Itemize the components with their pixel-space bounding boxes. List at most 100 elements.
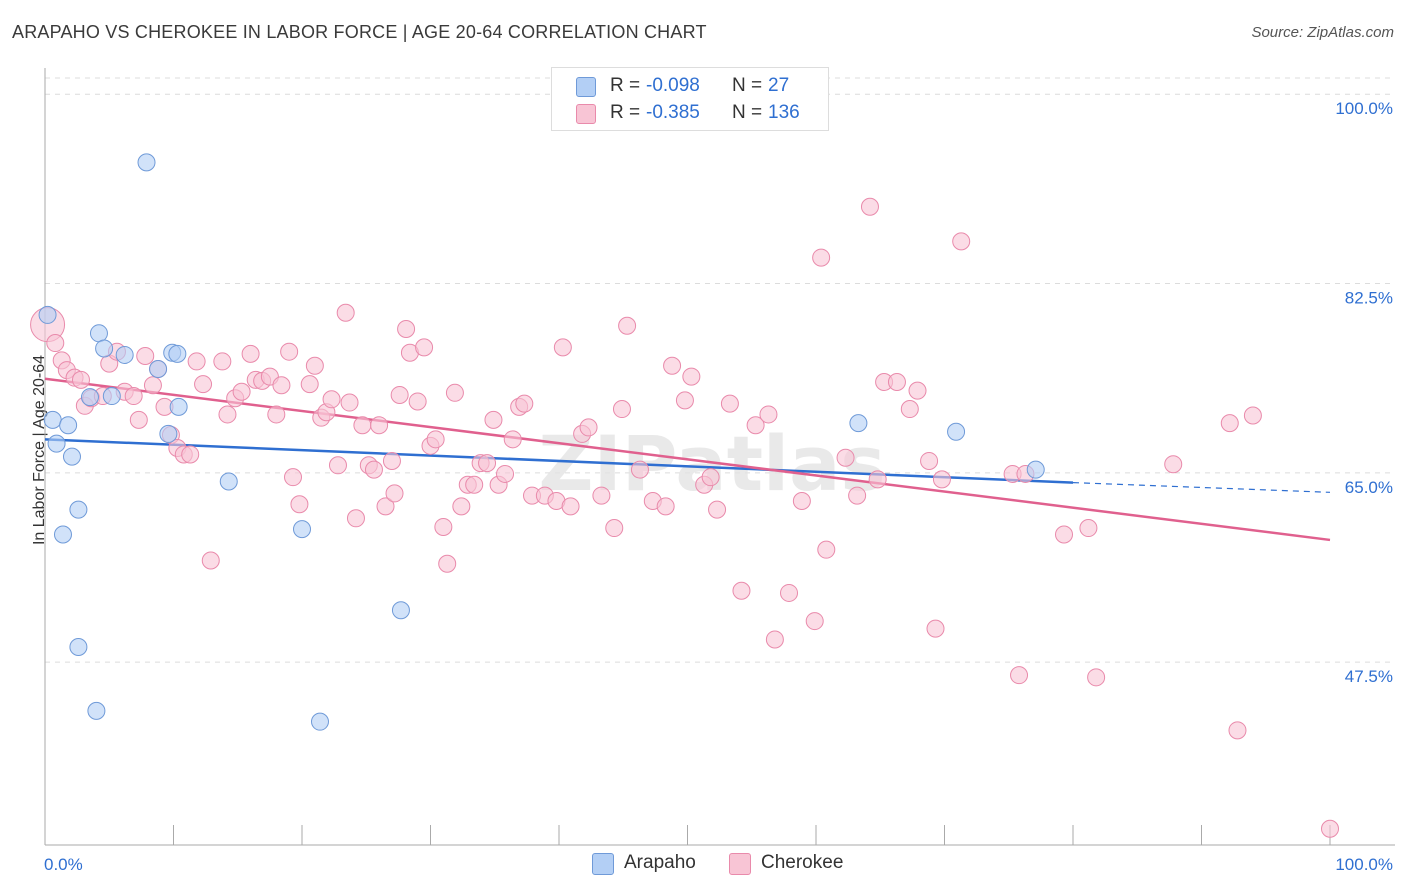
r-value: -0.098 [646,75,700,96]
cherokee-point [290,495,309,514]
cherokee-point [1164,455,1183,474]
cherokee-point [438,554,457,573]
cherokee-point [353,416,372,435]
cherokee-point [605,519,624,538]
legend-label-arapaho: Arapaho [624,852,696,873]
cherokee-point [1243,406,1262,425]
cherokee-point [618,316,637,335]
cherokee-point [124,387,143,406]
y-tick-label: 82.5% [1345,289,1393,308]
n-label: N = [732,75,763,96]
arapaho-point [137,153,156,172]
cherokee-point [900,400,919,419]
arapaho-point [102,387,121,406]
cherokee-point [848,486,867,505]
arapaho-point [849,414,868,433]
cherokee-point [181,445,200,464]
cherokee-point [280,342,299,361]
arapaho-point [310,712,329,731]
arapaho-point [69,638,88,657]
arapaho-point [293,520,311,539]
cherokee-point [390,385,409,404]
arapaho-swatch [576,77,596,97]
grid-layer [45,77,1395,663]
cherokee-point [340,393,359,412]
cherokee-point [812,248,831,267]
cherokee-point [496,464,515,483]
cherokee-point [732,581,751,600]
cherokee-point [465,475,484,494]
cherokee-point [218,405,237,424]
arapaho-legend-swatch [592,853,614,875]
cherokee-point [1220,414,1239,433]
arapaho-point [87,701,106,720]
cherokee-point [478,454,497,473]
cherokee-point [376,497,395,516]
arapaho-point [1026,460,1045,479]
cherokee-point [656,497,675,516]
cherokee-point [708,500,727,519]
cherokee-point [272,376,291,395]
trend-layer [44,377,1331,542]
cherokee-point [364,460,383,479]
arapaho-point [95,339,114,358]
n-value: 27 [768,75,790,96]
cherokee-point [630,460,649,479]
cherokee-point [187,352,206,371]
cherokee-point [765,630,784,649]
arapaho-point [149,360,168,379]
arapaho-point [69,500,88,519]
arapaho-trend-line [44,438,1074,484]
cherokee-point [143,376,162,395]
cherokee-point [860,197,879,216]
cherokee-point [415,338,434,357]
arapaho-point [47,434,66,453]
cherokee-point [780,583,799,602]
chart-title: ARAPAHO VS CHEROKEE IN LABOR FORCE | AGE… [12,22,707,42]
cherokee-point [1010,666,1029,685]
cherokee-point [445,383,464,402]
cherokee-point [920,451,939,470]
cherokee-point [300,375,319,394]
n-label: N = [732,102,763,123]
cherokee-point [868,470,887,489]
cherokee-point [434,517,453,536]
cherokee-trend-line [44,377,1331,542]
y-tick-label: 100.0% [1335,99,1393,118]
arapaho-point [159,424,178,443]
cherokee-point [561,497,580,516]
cherokee-point [71,370,90,389]
points-layer [30,153,1339,838]
tick-label-layer: 47.5% 65.0% 82.5% 100.0% 0.0% 100.0% [44,99,1393,874]
arapaho-point [89,324,108,343]
cherokee-swatch [576,104,596,124]
cherokee-point [926,619,945,638]
cherokee-point [952,232,971,251]
arapaho-point [38,305,57,324]
cherokee-point [836,448,855,467]
legend-label-cherokee: Cherokee [761,852,844,873]
stats-legend: R = -0.098 N = 27 R = -0.385 N = 136 [551,67,829,131]
cherokee-point [515,394,534,413]
cherokee-point [241,344,260,363]
x-tick-label-min: 0.0% [44,855,83,874]
arapaho-point [947,422,966,441]
cherokee-point [817,540,836,559]
cherokee-point [720,394,739,413]
cherokee-point [484,410,503,429]
cherokee-point [579,418,598,437]
cherokee-point [201,551,220,570]
cherokee-point [194,375,213,394]
cherokee-point [385,484,404,503]
cherokee-point [682,367,701,386]
cherokee-point [1055,525,1074,544]
cherokee-point [932,470,951,489]
cherokee-point [284,468,303,487]
cherokee-point [397,319,416,338]
arapaho-point [43,410,62,429]
arapaho-point [219,472,238,491]
arapaho-point [115,345,134,364]
cherokee-point [503,430,522,449]
cherokee-legend-swatch [729,853,751,875]
